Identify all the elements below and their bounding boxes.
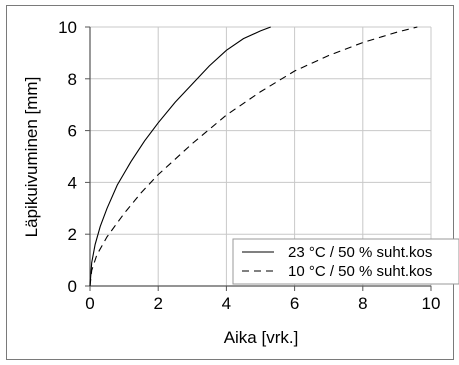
x-tick-label: 6	[290, 294, 299, 313]
x-tick-label: 0	[85, 294, 94, 313]
y-tick-label: 6	[68, 122, 77, 141]
x-tick-label: 8	[358, 294, 367, 313]
x-axis-ticks: 0 2 4 6 8 10	[85, 286, 440, 313]
x-axis-label: Aika [vrk.]	[224, 328, 299, 347]
series-lines	[89, 26, 418, 287]
legend-label-series-2: 10 °C / 50 % suht.kos	[288, 263, 432, 280]
legend-label-series-1: 23 °C / 50 % suht.kos	[288, 244, 432, 261]
y-tick-label: 4	[68, 173, 77, 192]
y-tick-label: 10	[58, 18, 77, 37]
x-tick-label: 10	[422, 294, 441, 313]
axes	[89, 27, 431, 287]
x-tick-label: 2	[153, 294, 162, 313]
series-line-1	[89, 26, 271, 287]
y-tick-label: 8	[68, 70, 77, 89]
y-axis-label: Läpikuivuminen [mm]	[22, 77, 41, 238]
y-axis-ticks: 0 2 4 6 8 10	[58, 18, 90, 296]
series-line-2	[89, 26, 418, 287]
legend-box	[232, 238, 459, 285]
y-tick-label: 0	[68, 277, 77, 296]
legend: 23 °C / 50 % suht.kos 10 °C / 50 % suht.…	[232, 238, 459, 285]
y-tick-label: 2	[68, 225, 77, 244]
x-tick-label: 4	[222, 294, 231, 313]
